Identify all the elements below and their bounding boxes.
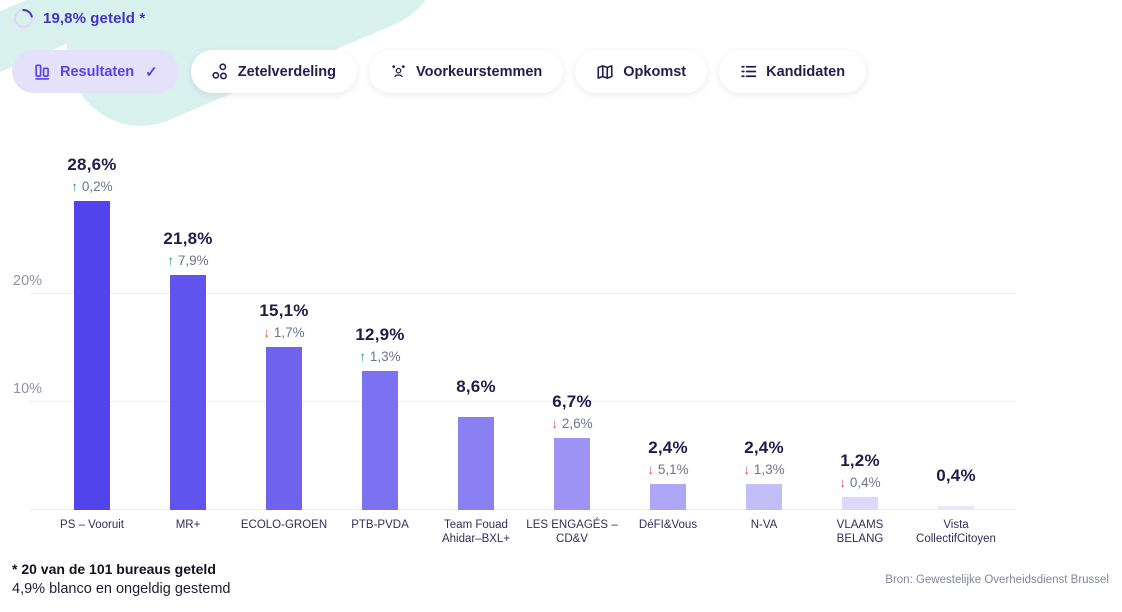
- bar-category-label: Team Fouad Ahidar–BXL+: [441, 519, 511, 545]
- bar[interactable]: [842, 497, 878, 510]
- change-value: 1,3%: [750, 462, 785, 478]
- change-value: 1,7%: [270, 324, 305, 340]
- bar[interactable]: [266, 346, 302, 510]
- change-value: 1,3%: [366, 348, 401, 364]
- arrow-down-icon: ↓: [743, 462, 751, 478]
- bar-column: 8,6%: [428, 140, 524, 510]
- bar-column: 1,2% ↓ 0,4%: [812, 140, 908, 510]
- bar[interactable]: [362, 370, 398, 510]
- bar-category-label: ECOLO-GROEN: [240, 519, 328, 531]
- bar[interactable]: [746, 484, 782, 510]
- loading-spinner-icon: [10, 5, 37, 32]
- bar-category-label: PS – Vooruit: [60, 519, 124, 531]
- tab-zetelverdeling[interactable]: Zetelverdeling: [190, 50, 358, 93]
- bar-change-label: ↓ 2,6%: [551, 416, 592, 431]
- bar-value-label: 6,7%: [552, 391, 592, 411]
- bar-category-label: DéFI&Vous: [638, 519, 698, 531]
- bar-category-label: N-VA: [750, 519, 778, 531]
- arrow-down-icon: ↓: [839, 475, 847, 491]
- bar-change-label: ↓ 0,4%: [839, 475, 880, 490]
- arrow-down-icon: ↓: [551, 415, 559, 431]
- tab-voorkeurstemmen[interactable]: Voorkeurstemmen: [369, 50, 564, 93]
- progress-label: 19,8% geteld *: [43, 10, 146, 27]
- bar[interactable]: [650, 484, 686, 510]
- tab-kandidaten[interactable]: Kandidaten: [719, 50, 867, 93]
- bar-category-label: VLAAMS BELANG: [836, 519, 884, 545]
- change-value: 0,2%: [78, 179, 113, 195]
- bar-change-label: ↑ 0,2%: [71, 179, 112, 194]
- bar[interactable]: [554, 437, 590, 510]
- arrow-down-icon: ↓: [263, 324, 271, 340]
- bar-chart-icon: [33, 63, 51, 81]
- chart-columns: 28,6% ↑ 0,2% 21,8% ↑ 7,9% 15,1% ↓ 1,7% 12,9% ↑ …: [44, 140, 1004, 510]
- tab-resultaten[interactable]: Resultaten ✓: [12, 50, 179, 93]
- bar-column: 21,8% ↑ 7,9%: [140, 140, 236, 510]
- bar-value-label: 21,8%: [163, 228, 213, 248]
- bar-change-label: ↓ 1,3%: [743, 462, 784, 477]
- bar-category-label: MR+: [175, 519, 201, 531]
- arrow-down-icon: ↓: [647, 462, 655, 478]
- gridline-20%: [30, 293, 1016, 294]
- bar[interactable]: [74, 201, 110, 510]
- bar-change-label: ↓ 1,7%: [263, 325, 304, 340]
- change-value: 2,6%: [558, 415, 593, 431]
- arrow-up-icon: ↑: [167, 252, 175, 268]
- footnote-bureaus: * 20 van de 101 bureaus geteld: [12, 561, 216, 577]
- bar-value-label: 12,9%: [355, 324, 405, 344]
- bar-change-label: ↑ 7,9%: [167, 253, 208, 268]
- bar[interactable]: [938, 505, 974, 510]
- arrow-up-icon: ↑: [71, 179, 79, 195]
- map-icon: [596, 63, 614, 81]
- tab-label: Opkomst: [623, 63, 687, 80]
- bar-column: 2,4% ↓ 5,1%: [620, 140, 716, 510]
- results-bar-chart: 10% 20% 28,6% ↑ 0,2% 21,8% ↑ 7,9% 15,1% ↓ 1,7%…: [13, 140, 1016, 510]
- tab-label: Zetelverdeling: [237, 63, 337, 80]
- source-credit: Bron: Gewestelijke Overheidsdienst Bruss…: [885, 574, 1109, 586]
- y-axis-tick: 10%: [13, 381, 43, 397]
- gridline-10%: [30, 401, 1016, 402]
- bar-value-label: 1,2%: [840, 451, 880, 471]
- bar-column: 2,4% ↓ 1,3%: [716, 140, 812, 510]
- bar-category-label: PTB-PVDA: [351, 519, 409, 531]
- seats-circles-icon: [212, 63, 229, 80]
- bar-value-label: 2,4%: [648, 438, 688, 458]
- y-axis-tick: 20%: [13, 273, 43, 289]
- footnote: * 20 van de 101 bureaus geteld 4,9% blan…: [12, 561, 230, 597]
- footnote-blanco: 4,9% blanco en ongeldig gestemd: [12, 581, 231, 597]
- tab-label: Kandidaten: [766, 63, 846, 80]
- change-value: 0,4%: [846, 475, 881, 491]
- bar-value-label: 2,4%: [744, 438, 784, 458]
- x-axis-baseline: [30, 509, 1016, 510]
- bar-value-label: 28,6%: [67, 155, 117, 175]
- list-icon: [740, 63, 757, 80]
- bar-change-label: ↓ 5,1%: [647, 462, 688, 477]
- bar-category-label: Vista CollectifCitoyen: [916, 519, 996, 545]
- arrow-up-icon: ↑: [359, 348, 367, 364]
- bar-change-label: ↑ 1,3%: [359, 349, 400, 364]
- chart-category-labels: PS – Vooruit MR+ ECOLO-GROEN PTB-PVDA Team F…: [44, 519, 1004, 546]
- bar-value-label: 15,1%: [259, 300, 309, 320]
- bar-column: 15,1% ↓ 1,7%: [236, 140, 332, 510]
- tab-opkomst[interactable]: Opkomst: [575, 50, 708, 93]
- change-value: 7,9%: [174, 252, 209, 268]
- bar-column: 6,7% ↓ 2,6%: [524, 140, 620, 510]
- bar-value-label: 8,6%: [456, 377, 496, 397]
- bar-value-label: 0,4%: [936, 465, 976, 485]
- bar-column: 28,6% ↑ 0,2%: [44, 140, 140, 510]
- tab-label: Voorkeurstemmen: [416, 63, 543, 80]
- bar-column: 12,9% ↑ 1,3%: [332, 140, 428, 510]
- checkmark-icon: ✓: [145, 63, 158, 81]
- bar-column: 0,4%: [908, 140, 1004, 510]
- bar[interactable]: [458, 417, 494, 510]
- bar-category-label: LES ENGAGÉS – CD&V: [526, 519, 618, 545]
- person-stars-icon: [390, 63, 407, 80]
- tab-label: Resultaten: [60, 63, 135, 80]
- count-progress: 19,8% geteld *: [10, 5, 146, 32]
- tab-bar: Resultaten ✓ Zetelverdeling Voorkeurstemmen…: [12, 50, 867, 93]
- bar[interactable]: [170, 274, 206, 510]
- change-value: 5,1%: [654, 462, 689, 478]
